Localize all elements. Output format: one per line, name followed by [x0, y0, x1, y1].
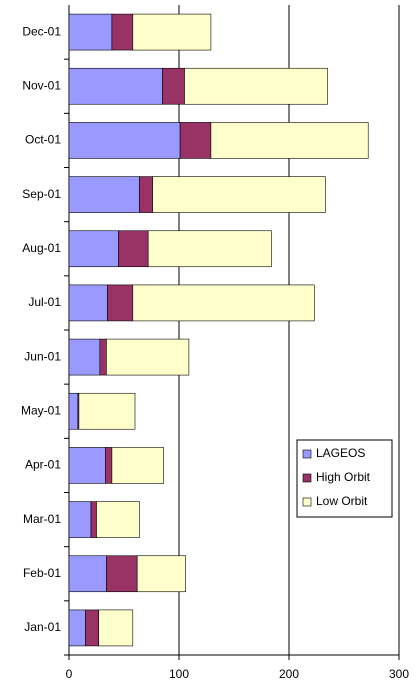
bar-segment — [99, 338, 107, 376]
bar-segment — [107, 284, 134, 322]
y-tick-label: Sep-01 — [22, 187, 61, 201]
bar-segment — [68, 230, 119, 268]
legend-label: Low Orbit — [316, 494, 368, 508]
x-tick-label: 100 — [169, 667, 189, 681]
legend-swatch — [302, 473, 312, 483]
bar-segment — [90, 501, 97, 538]
y-tick-label: Oct-01 — [25, 133, 61, 147]
legend — [296, 439, 393, 518]
y-tick-label: Jun-01 — [24, 349, 61, 363]
bar-segment — [68, 284, 108, 322]
bar-segment — [118, 230, 149, 268]
bar-segment — [136, 555, 186, 593]
bar-segment — [162, 67, 185, 105]
y-tick-label: Nov-01 — [22, 78, 61, 92]
y-tick-label: Mar-01 — [23, 512, 61, 526]
bar-segment — [96, 501, 140, 538]
bar-segment — [68, 338, 101, 376]
bar-segment — [85, 609, 99, 647]
bar-segment — [98, 609, 134, 647]
bar-segment — [147, 230, 272, 268]
bar-segment — [68, 122, 181, 159]
bar-segment — [68, 392, 79, 430]
y-tick-label: Feb-01 — [23, 566, 61, 580]
y-tick-label: Aug-01 — [22, 241, 61, 255]
bar-segment — [68, 13, 113, 51]
x-tick-label: 0 — [66, 667, 73, 681]
bar-segment — [132, 284, 315, 322]
bar-segment — [111, 447, 164, 484]
bar-segment — [68, 555, 107, 593]
bar-segment — [152, 176, 326, 213]
y-tick-label: May-01 — [21, 403, 61, 417]
bar-segment — [68, 501, 92, 538]
bar-segment — [106, 338, 190, 376]
y-tick-label: Jul-01 — [28, 295, 61, 309]
y-tick-label: Jan-01 — [24, 620, 61, 634]
bar-segment — [179, 122, 212, 159]
y-tick-label: Apr-01 — [25, 458, 61, 472]
legend-swatch — [302, 497, 312, 507]
bar-segment — [106, 555, 138, 593]
bar-segment — [68, 67, 163, 105]
bar-segment — [78, 392, 136, 430]
bar-segment — [139, 176, 153, 213]
legend-swatch — [302, 449, 312, 459]
x-tick-label: 200 — [279, 667, 299, 681]
bar-segment — [184, 67, 328, 105]
legend-label: LAGEOS — [316, 446, 365, 460]
bar-segment — [105, 447, 113, 484]
y-tick-label: Dec-01 — [22, 24, 61, 38]
bar-segment — [210, 122, 369, 159]
bar-segment — [132, 13, 212, 51]
bar-segment — [68, 176, 140, 213]
x-tick-label: 300 — [389, 667, 409, 681]
bar-segment — [111, 13, 134, 51]
bar-segment — [68, 609, 86, 647]
bar-segment — [68, 447, 106, 484]
legend-label: High Orbit — [316, 470, 371, 484]
